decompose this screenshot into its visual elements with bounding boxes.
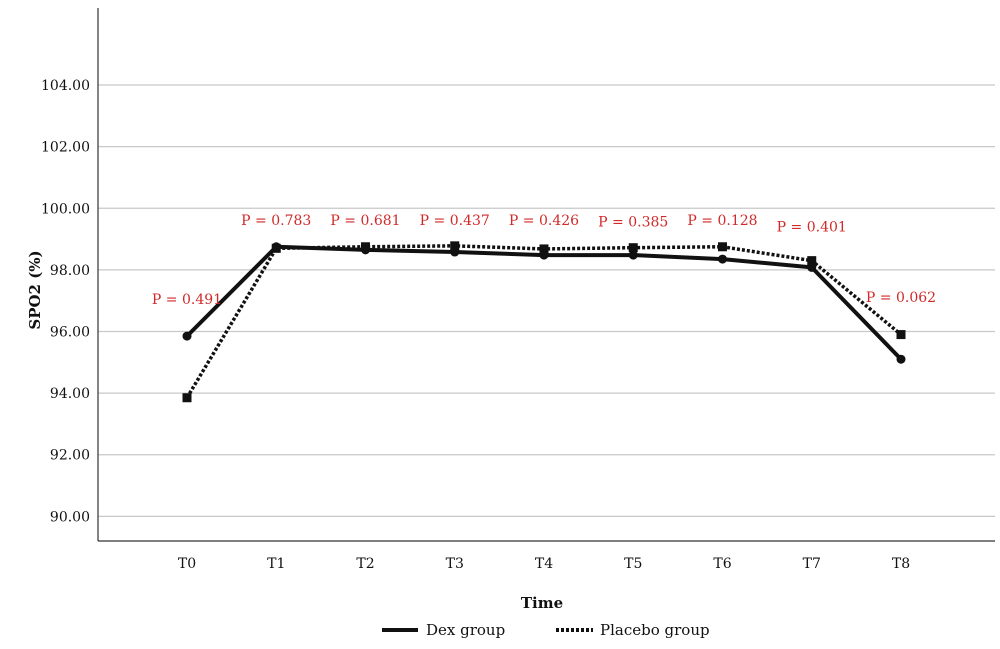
dex-data-point	[807, 262, 817, 272]
y-tick-label: 100.00	[41, 201, 90, 217]
y-tick-label: 102.00	[41, 140, 90, 156]
dex-data-point	[628, 250, 638, 260]
placebo-data-point	[182, 393, 192, 403]
p-value-label: P = 0.681	[330, 213, 400, 229]
p-value-label: P = 0.062	[866, 290, 936, 306]
p-value-annotations: P = 0.491 P = 0.783 P = 0.681 P = 0.437 P = …	[152, 213, 936, 308]
placebo-data-point	[807, 256, 817, 266]
dex-data-point	[271, 242, 281, 252]
x-axis-title: Time	[521, 594, 563, 612]
p-value-label: P = 0.491	[152, 292, 222, 308]
x-tick-label: T0	[178, 556, 196, 572]
dex-series-line	[185, 244, 903, 361]
x-tick-label: T5	[624, 556, 642, 572]
dex-data-point	[450, 247, 460, 257]
legend-label-placebo: Placebo group	[600, 621, 710, 639]
p-value-label: P = 0.437	[420, 213, 490, 229]
placebo-series-line	[185, 244, 903, 399]
y-tick-label: 92.00	[50, 448, 90, 464]
x-tick-label: T8	[892, 556, 910, 572]
p-value-label: P = 0.385	[598, 215, 668, 231]
gridlines	[98, 84, 995, 518]
series-lines	[182, 241, 906, 403]
y-tick-label: 90.00	[50, 509, 90, 525]
y-tick-labels: 90.00 92.00 94.00 96.00 98.00 100.00 102.00 104…	[41, 78, 90, 525]
placebo-data-point	[896, 330, 906, 340]
legend-label-dex: Dex group	[426, 621, 505, 639]
y-tick-label: 96.00	[50, 324, 90, 340]
placebo-data-point	[718, 242, 727, 252]
y-tick-label: 94.00	[50, 386, 90, 402]
placebo-data-point	[539, 244, 549, 254]
dex-data-point	[539, 250, 549, 260]
x-tick-label: T1	[267, 556, 285, 572]
placebo-data-point	[628, 243, 638, 253]
dex-data-point	[361, 245, 370, 255]
x-tick-label: T4	[535, 556, 553, 572]
x-tick-label: T6	[713, 556, 731, 572]
dex-data-point	[896, 354, 906, 364]
x-tick-label: T3	[446, 556, 464, 572]
x-tick-label: T7	[803, 556, 821, 572]
x-tick-label: T2	[356, 556, 374, 572]
y-tick-label: 98.00	[50, 263, 90, 279]
p-value-label: P = 0.401	[777, 219, 847, 235]
p-value-label: P = 0.426	[509, 213, 579, 229]
dex-data-point	[182, 331, 192, 341]
placebo-data-point	[450, 241, 460, 251]
y-tick-label: 104.00	[41, 78, 90, 94]
legend: Dex group Placebo group	[382, 621, 710, 639]
dex-data-point	[718, 254, 727, 264]
x-tick-labels: T0 T1 T2 T3 T4 T5 T6 T7 T8	[178, 556, 910, 572]
p-value-label: P = 0.128	[687, 213, 757, 229]
p-value-label: P = 0.783	[241, 213, 311, 229]
y-axis-title: SPO2 (%)	[26, 250, 44, 329]
